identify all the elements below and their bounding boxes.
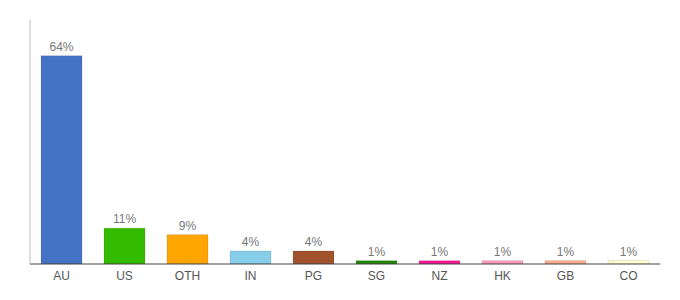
bar — [104, 228, 145, 264]
chart-svg: AU US OTH IN PG SG NZ HK GB CO 64% 11% 9% 4% 4% 1% 1% 1% 1… — [0, 0, 680, 300]
bar — [167, 235, 208, 264]
chart-container: AU US OTH IN PG SG NZ HK GB CO 64% 11% 9% 4% 4% 1% 1% 1% 1… — [0, 0, 680, 300]
data-label: 9% — [179, 219, 197, 233]
bar — [230, 251, 271, 264]
data-label: 4% — [242, 235, 260, 249]
data-label: 64% — [49, 40, 73, 54]
bar — [293, 251, 334, 264]
x-tick-label: AU — [53, 269, 70, 283]
x-tick-label: CO — [620, 269, 638, 283]
x-tick-label: SG — [368, 269, 385, 283]
bars — [41, 56, 649, 264]
x-tick-label: GB — [557, 269, 574, 283]
bar — [41, 56, 82, 264]
data-labels: 64% 11% 9% 4% 4% 1% 1% 1% 1% 1% — [49, 40, 637, 259]
data-label: 1% — [431, 245, 449, 259]
x-axis-line — [30, 264, 660, 265]
x-tick-label: US — [116, 269, 133, 283]
data-label: 1% — [557, 245, 575, 259]
x-tick-label: IN — [245, 269, 257, 283]
y-axis-line — [30, 20, 31, 264]
data-label: 1% — [368, 245, 386, 259]
x-tick-label: NZ — [432, 269, 448, 283]
data-label: 11% — [113, 212, 136, 226]
x-tick-label: OTH — [175, 269, 200, 283]
data-label: 4% — [305, 235, 323, 249]
x-tick-label: HK — [494, 269, 511, 283]
data-label: 1% — [494, 245, 512, 259]
data-label: 1% — [620, 245, 638, 259]
x-tick-label: PG — [305, 269, 322, 283]
